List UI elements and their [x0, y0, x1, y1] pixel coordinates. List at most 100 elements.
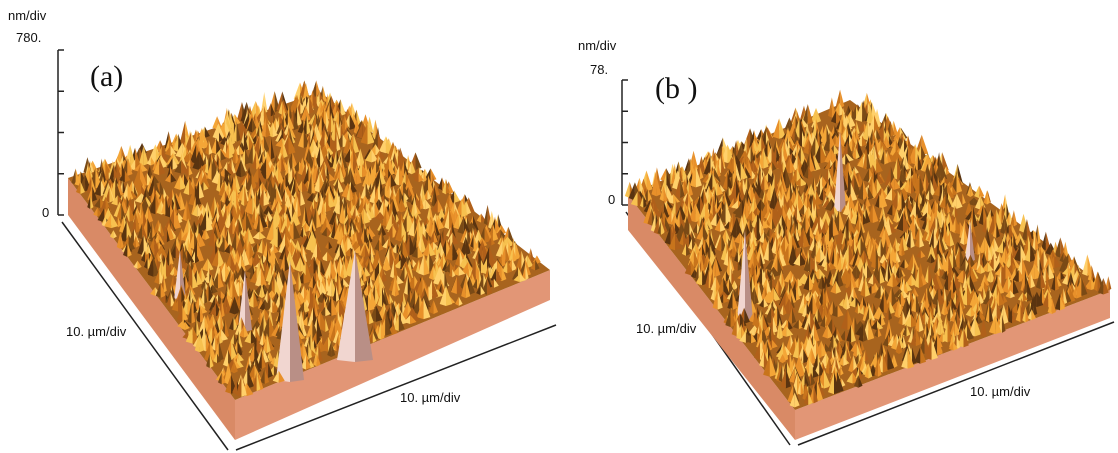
- surface-spike: [303, 225, 307, 238]
- surface-spike: [273, 348, 279, 368]
- surface-spike: [281, 191, 285, 203]
- surface-spike: [461, 198, 468, 218]
- surface-spike: [301, 310, 305, 330]
- surface-spike: [300, 234, 305, 247]
- surface-spike: [492, 223, 499, 242]
- surface-spike: [196, 304, 201, 323]
- surface-spike: [815, 190, 822, 206]
- surface-spike: [123, 198, 128, 215]
- surface-spike: [195, 213, 202, 227]
- surface-spike: [227, 219, 233, 235]
- surface-spike: [288, 135, 296, 155]
- surface-spike: [307, 172, 312, 195]
- surface-spike: [251, 250, 257, 268]
- surface-spike: [320, 216, 327, 235]
- surface-spike: [956, 172, 963, 194]
- surface-spike: [122, 182, 128, 201]
- surface-spike: [365, 182, 371, 201]
- surface-spike: [854, 175, 861, 196]
- surface-spike: [237, 339, 243, 357]
- surface-spike: [345, 255, 351, 277]
- surface-spike: [298, 157, 303, 176]
- surface-spike: [227, 193, 232, 216]
- surface-spike: [418, 253, 424, 276]
- surface-spike: [448, 181, 454, 195]
- surface-spike: [211, 334, 216, 351]
- surface-spike: [187, 301, 192, 324]
- surface-spike: [915, 201, 923, 220]
- surface-spike: [369, 309, 374, 325]
- surface-spike: [297, 119, 304, 134]
- surface-spike: [272, 122, 278, 138]
- surface-spike: [306, 114, 311, 135]
- surface-spike: [235, 317, 242, 337]
- surface-spike: [351, 206, 356, 221]
- surface-spike: [75, 181, 81, 195]
- surface-spike: [437, 214, 445, 230]
- surface-spike: [331, 295, 338, 317]
- surface-spike: [305, 230, 313, 252]
- surface-spike: [300, 106, 306, 122]
- surface-spike: [212, 284, 218, 294]
- surface-spike: [688, 179, 693, 197]
- surface-spike: [302, 323, 307, 338]
- surface-spike: [326, 277, 332, 297]
- surface-spike: [290, 260, 304, 382]
- surface-spike: [473, 250, 479, 267]
- surface-spike: [444, 207, 450, 230]
- surface-spike: [325, 241, 329, 250]
- surface-spike: [363, 207, 371, 224]
- surface-spike: [300, 161, 306, 182]
- surface-spike: [907, 146, 912, 166]
- surface-spike: [316, 353, 321, 367]
- surface-spike: [395, 219, 402, 242]
- surface-spike: [855, 147, 860, 160]
- surface-spike: [259, 215, 264, 234]
- surface-spike: [330, 217, 336, 240]
- surface-spike: [399, 265, 405, 282]
- surface-spike: [369, 184, 376, 204]
- surface-spike: [204, 285, 208, 304]
- surface-spike: [429, 300, 434, 314]
- surface-spike: [224, 362, 229, 385]
- surface-spike: [646, 170, 653, 192]
- surface-spike: [194, 251, 200, 264]
- surface-spike: [203, 181, 209, 191]
- surface-spike: [258, 187, 264, 206]
- surface-spike: [880, 148, 885, 165]
- surface-spike: [365, 149, 372, 163]
- surface-spike: [802, 139, 809, 155]
- surface-spike: [849, 113, 856, 128]
- surface-spike: [174, 174, 181, 190]
- surface-spike: [876, 158, 883, 174]
- surface-spike: [278, 141, 284, 159]
- surface-spike: [252, 371, 257, 392]
- surface-spike: [266, 219, 274, 242]
- surface-spike: [382, 238, 389, 250]
- surface-spike: [807, 104, 813, 125]
- surface-spike: [235, 188, 240, 210]
- surface-spike: [135, 211, 140, 234]
- surface-spike: [196, 269, 203, 286]
- surface-spike: [415, 152, 422, 170]
- surface-spike: [238, 352, 244, 363]
- surface-spike: [307, 292, 314, 312]
- surface-spike: [884, 148, 889, 165]
- surface-spike: [257, 350, 262, 369]
- surface-spike: [671, 198, 676, 217]
- surface-spike: [165, 256, 170, 278]
- surface-spike: [156, 200, 162, 215]
- surface-spike: [461, 276, 466, 299]
- surface-spike: [132, 235, 136, 248]
- surface-spike: [272, 301, 276, 313]
- surface-spike: [390, 259, 394, 279]
- surface-spike: [128, 234, 135, 251]
- surface-spike: [798, 204, 805, 215]
- surface-spike: [530, 259, 536, 271]
- surface-spike: [293, 82, 300, 101]
- surface-spike: [369, 116, 374, 134]
- surface-spike: [190, 143, 197, 164]
- surface-spike: [172, 157, 179, 170]
- surface-spike: [74, 171, 81, 187]
